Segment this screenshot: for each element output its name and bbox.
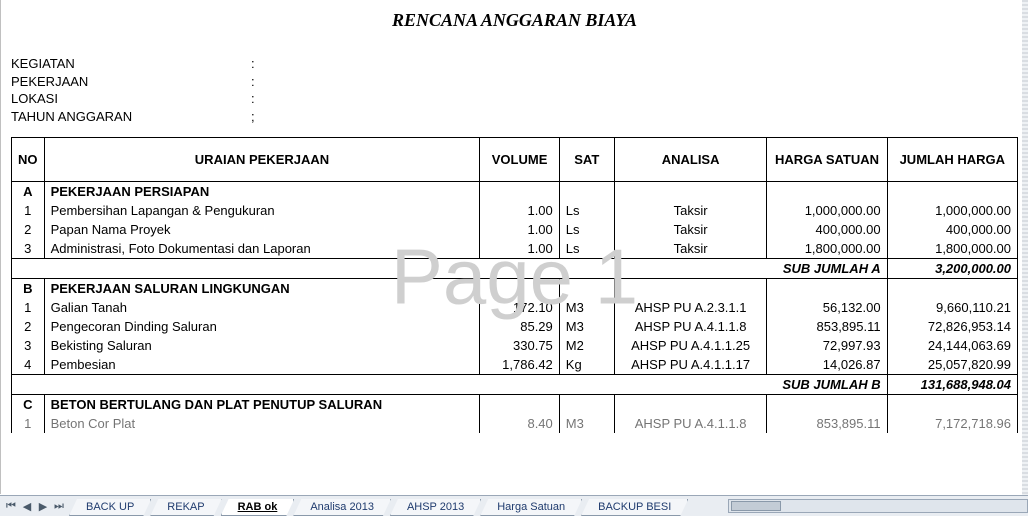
table-header-row: NO URAIAN PEKERJAAN VOLUME SAT ANALISA H… — [12, 138, 1018, 182]
col-no: NO — [12, 138, 45, 182]
table-row: 3 Bekisting Saluran 330.75 M2 AHSP PU A.… — [12, 336, 1018, 355]
tab-next-icon[interactable]: ▶ — [36, 499, 50, 513]
meta-label: KEGIATAN — [11, 55, 251, 73]
subtotal-row: SUB JUMLAH A 3,200,000.00 — [12, 259, 1018, 279]
subtotal-label: SUB JUMLAH B — [12, 375, 888, 395]
col-sat: SAT — [559, 138, 614, 182]
sheet-tab[interactable]: AHSP 2013 — [390, 499, 481, 516]
meta-sep: : — [251, 73, 263, 91]
meta-row: KEGIATAN : — [11, 55, 1018, 73]
subtotal-value: 131,688,948.04 — [887, 375, 1017, 395]
table-row: 1 Pembersihan Lapangan & Pengukuran 1.00… — [12, 201, 1018, 220]
meta-row: TAHUN ANGGARAN ; — [11, 108, 1018, 126]
subtotal-label: SUB JUMLAH A — [12, 259, 888, 279]
tab-last-icon[interactable]: ⏭ — [52, 499, 66, 513]
section-code: C — [12, 395, 45, 415]
section-row: B PEKERJAAN SALURAN LINGKUNGAN — [12, 279, 1018, 299]
col-analisa: ANALISA — [614, 138, 767, 182]
col-uraian: URAIAN PEKERJAAN — [44, 138, 480, 182]
tab-first-icon[interactable]: ⏮ — [4, 499, 18, 513]
section-title: BETON BERTULANG DAN PLAT PENUTUP SALURAN — [44, 395, 480, 415]
meta-sep: : — [251, 90, 263, 108]
scrollbar-thumb[interactable] — [731, 501, 781, 511]
subtotal-value: 3,200,000.00 — [887, 259, 1017, 279]
col-volume: VOLUME — [480, 138, 559, 182]
meta-sep: : — [251, 55, 263, 73]
worksheet-area: RENCANA ANGGARAN BIAYA KEGIATAN : PEKERJ… — [0, 0, 1028, 494]
sheet-tab[interactable]: REKAP — [150, 499, 221, 516]
sheet-tab[interactable]: BACKUP BESI — [581, 499, 688, 516]
section-code: A — [12, 182, 45, 202]
section-code: B — [12, 279, 45, 299]
section-title: PEKERJAAN SALURAN LINGKUNGAN — [44, 279, 480, 299]
vertical-scrollbar[interactable] — [1022, 0, 1028, 495]
meta-row: LOKASI : — [11, 90, 1018, 108]
tab-prev-icon[interactable]: ◀ — [20, 499, 34, 513]
table-row: 2 Pengecoran Dinding Saluran 85.29 M3 AH… — [12, 317, 1018, 336]
table-row: 4 Pembesian 1,786.42 Kg AHSP PU A.4.1.1.… — [12, 355, 1018, 375]
tab-nav: ⏮ ◀ ▶ ⏭ — [0, 499, 70, 513]
meta-sep: ; — [251, 108, 263, 126]
section-row: C BETON BERTULANG DAN PLAT PENUTUP SALUR… — [12, 395, 1018, 415]
col-harga: HARGA SATUAN — [767, 138, 887, 182]
table-row: 2 Papan Nama Proyek 1.00 Ls Taksir 400,0… — [12, 220, 1018, 239]
table-row: 1 Galian Tanah 172.10 M3 AHSP PU A.2.3.1… — [12, 298, 1018, 317]
sheet-tabs: BACK UP REKAP RAB ok Analisa 2013 AHSP 2… — [70, 496, 688, 516]
section-row: A PEKERJAAN PERSIAPAN — [12, 182, 1018, 202]
meta-label: LOKASI — [11, 90, 251, 108]
sheet-tab-active[interactable]: RAB ok — [221, 499, 295, 516]
table-row: 1 Beton Cor Plat 8.40 M3 AHSP PU A.4.1.1… — [12, 414, 1018, 433]
meta-label: PEKERJAAN — [11, 73, 251, 91]
sheet-tab[interactable]: Analisa 2013 — [293, 499, 391, 516]
document-title: RENCANA ANGGARAN BIAYA — [11, 6, 1018, 39]
section-title: PEKERJAAN PERSIAPAN — [44, 182, 480, 202]
meta-block: KEGIATAN : PEKERJAAN : LOKASI : TAHUN AN… — [11, 55, 1018, 125]
sheet-tab[interactable]: BACK UP — [69, 499, 151, 516]
sheet-tab[interactable]: Harga Satuan — [480, 499, 582, 516]
subtotal-row: SUB JUMLAH B 131,688,948.04 — [12, 375, 1018, 395]
meta-row: PEKERJAAN : — [11, 73, 1018, 91]
horizontal-scrollbar[interactable] — [728, 499, 1028, 513]
table-row: 3 Administrasi, Foto Dokumentasi dan Lap… — [12, 239, 1018, 259]
meta-label: TAHUN ANGGARAN — [11, 108, 251, 126]
rab-table: NO URAIAN PEKERJAAN VOLUME SAT ANALISA H… — [11, 137, 1018, 433]
col-jumlah: JUMLAH HARGA — [887, 138, 1017, 182]
sheet-tabbar: ⏮ ◀ ▶ ⏭ BACK UP REKAP RAB ok Analisa 201… — [0, 495, 1028, 516]
